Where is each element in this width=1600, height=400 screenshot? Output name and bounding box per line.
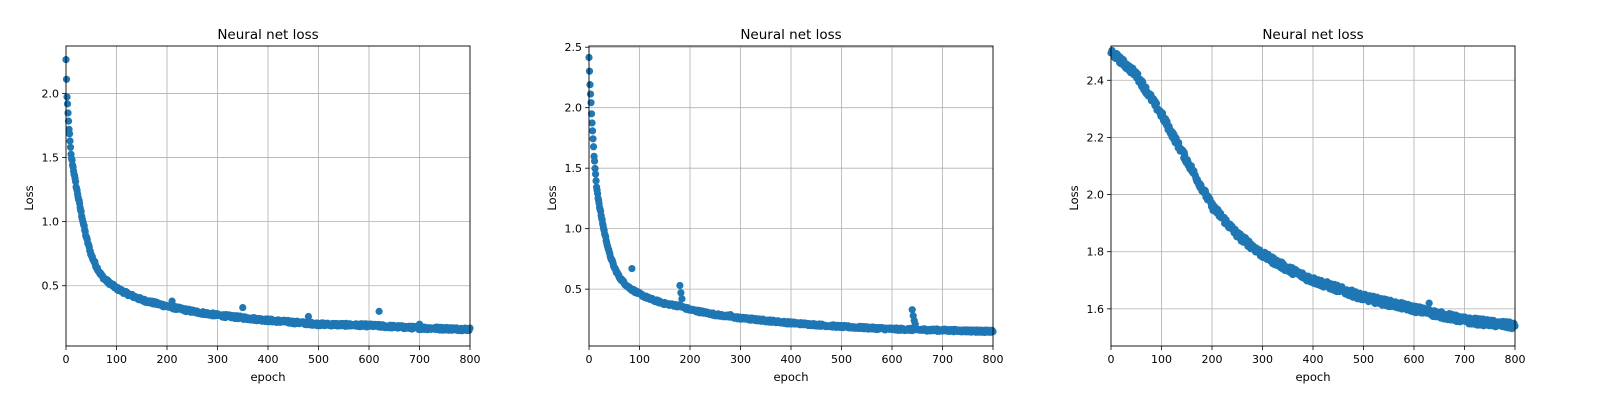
y-tick-label: 1.5 <box>42 152 60 165</box>
subplot-1: Neural net loss epoch Loss 0 100 200 300 400… <box>22 27 481 384</box>
data-point <box>588 119 596 127</box>
x-tick-label: 700 <box>409 353 430 366</box>
chart-3-series <box>1107 46 1519 333</box>
outlier-point <box>168 297 176 305</box>
x-tick-label: 800 <box>983 353 1004 366</box>
x-tick-label: 300 <box>207 353 228 366</box>
y-tick-label: 2.2 <box>1087 131 1105 144</box>
chart-2-series <box>585 53 997 337</box>
chart-2-grid <box>589 46 993 346</box>
data-point <box>591 164 599 173</box>
x-tick-label: 300 <box>730 353 751 366</box>
outlier-point <box>628 264 636 273</box>
data-point <box>64 117 73 125</box>
x-tick-label: 400 <box>1303 353 1324 366</box>
x-tick-label: 500 <box>1353 353 1374 366</box>
subplot-2: Neural net loss epoch Loss 0 100 200 300 400… <box>545 27 1004 384</box>
outlier-point <box>911 320 919 328</box>
x-tick-label: 200 <box>1202 353 1223 366</box>
x-tick-label: 100 <box>1151 353 1172 366</box>
x-tick-label: 800 <box>460 353 481 366</box>
x-tick-label: 0 <box>1108 353 1115 366</box>
outlier-point <box>415 320 424 328</box>
x-tick-label: 600 <box>359 353 380 366</box>
x-tick-label: 200 <box>680 353 701 366</box>
data-point <box>63 93 71 101</box>
outlier-point <box>726 310 735 319</box>
y-tick-label: 2.4 <box>1087 74 1105 87</box>
chart-1-series <box>62 56 474 335</box>
y-tick-label: 2.0 <box>42 87 60 100</box>
y-tick-label: 2.5 <box>565 41 583 54</box>
chart-3-title: Neural net loss <box>1262 27 1363 43</box>
y-tick-label: 1.6 <box>1087 303 1105 316</box>
data-point <box>1152 99 1161 108</box>
data-point <box>63 100 72 108</box>
data-point <box>587 99 595 107</box>
chart-3-frame <box>1110 45 1516 347</box>
data-point <box>588 127 597 135</box>
chart-3-grid <box>1111 46 1515 346</box>
chart-3-xlabel: epoch <box>1295 370 1330 384</box>
data-point <box>586 90 595 98</box>
x-tick-label: 500 <box>308 353 329 366</box>
outlier-point <box>239 303 247 312</box>
chart-2-ylabel: Loss <box>545 185 559 210</box>
data-point <box>586 81 594 89</box>
x-tick-label: 700 <box>1454 353 1475 366</box>
y-tick-label: 1.0 <box>42 216 60 229</box>
data-point <box>585 67 594 75</box>
chart-3-ylabel: Loss <box>1067 185 1081 210</box>
y-tick-label: 0.5 <box>565 283 583 296</box>
outlier-point <box>676 281 684 290</box>
chart-1-frame <box>65 45 471 347</box>
chart-2-frame <box>588 45 994 347</box>
data-point <box>66 143 75 151</box>
data-point <box>65 130 74 138</box>
x-tick-label: 200 <box>157 353 178 366</box>
x-tick-label: 0 <box>586 353 593 366</box>
data-point <box>587 110 596 118</box>
x-tick-label: 500 <box>831 353 852 366</box>
chart-1-xlabel: epoch <box>250 370 285 384</box>
outlier-point <box>1425 299 1433 307</box>
outlier-point <box>304 312 312 321</box>
y-tick-label: 1.5 <box>565 162 583 175</box>
y-tick-label: 1.0 <box>565 223 583 236</box>
chart-2-xlabel: epoch <box>773 370 808 384</box>
x-tick-label: 100 <box>629 353 650 366</box>
x-tick-label: 700 <box>932 353 953 366</box>
chart-1-title: Neural net loss <box>217 27 318 43</box>
y-tick-label: 0.5 <box>42 280 60 293</box>
data-point <box>62 75 71 83</box>
data-point <box>64 109 72 117</box>
y-tick-label: 2.0 <box>565 102 583 115</box>
data-point <box>589 143 598 151</box>
data-point <box>591 170 600 178</box>
outlier-point <box>375 307 383 315</box>
data-point <box>590 157 599 165</box>
x-tick-label: 100 <box>106 353 127 366</box>
chart-2-title: Neural net loss <box>740 27 841 43</box>
y-tick-label: 1.8 <box>1087 246 1105 259</box>
x-tick-label: 400 <box>258 353 279 366</box>
chart-1-grid <box>66 46 470 346</box>
outlier-point <box>908 306 916 314</box>
y-tick-label: 2.0 <box>1087 189 1105 202</box>
subplot-3: Neural net loss epoch Loss 0 100 200 300 400… <box>1067 27 1526 384</box>
data-point <box>592 177 600 185</box>
data-point <box>71 178 80 186</box>
x-tick-label: 0 <box>63 353 70 366</box>
data-point <box>66 137 74 145</box>
x-tick-label: 600 <box>882 353 903 366</box>
x-tick-label: 400 <box>781 353 802 366</box>
x-tick-label: 600 <box>1404 353 1425 366</box>
x-tick-label: 800 <box>1505 353 1526 366</box>
data-point <box>589 135 597 143</box>
x-tick-label: 300 <box>1252 353 1273 366</box>
outlier-point <box>678 295 686 303</box>
chart-1-ylabel: Loss <box>22 185 36 210</box>
outlier-point <box>677 289 685 297</box>
